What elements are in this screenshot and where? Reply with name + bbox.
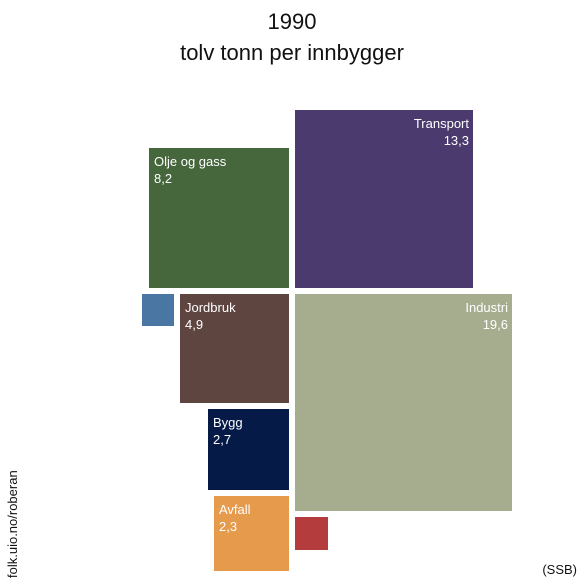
sector-block-jordbruk <box>180 294 289 403</box>
sector-block-transport <box>295 110 473 288</box>
sector-value-label: 13,3 <box>444 133 469 148</box>
sector-name-label: Avfall <box>219 502 251 517</box>
credit-text: folk.uio.no/roberan <box>5 470 20 578</box>
sector-value-label: 2,3 <box>219 519 237 534</box>
sector-block-unlabeled-7 <box>295 517 328 550</box>
sector-name-label: Transport <box>414 116 470 131</box>
sector-name-label: Jordbruk <box>185 300 236 315</box>
sector-block-unlabeled-6 <box>142 294 174 326</box>
sector-block-industri <box>295 294 512 511</box>
sector-value-label: 8,2 <box>154 171 172 186</box>
sector-name-label: Bygg <box>213 415 243 430</box>
sector-value-label: 2,7 <box>213 432 231 447</box>
sector-block-bygg <box>208 409 289 490</box>
sector-value-label: 19,6 <box>483 317 508 332</box>
chart-title: 1990 <box>268 9 317 34</box>
source-text: (SSB) <box>542 562 577 577</box>
chart-subtitle: tolv tonn per innbygger <box>180 40 404 65</box>
sector-name-label: Olje og gass <box>154 154 227 169</box>
sector-block-avfall <box>214 496 289 571</box>
sector-name-label: Industri <box>465 300 508 315</box>
sector-value-label: 4,9 <box>185 317 203 332</box>
sector-block-olje-og-gass <box>149 148 289 288</box>
sector-blocks: Transport 13,3 Olje og gass 8,2 Industri 19,6… <box>142 110 512 571</box>
